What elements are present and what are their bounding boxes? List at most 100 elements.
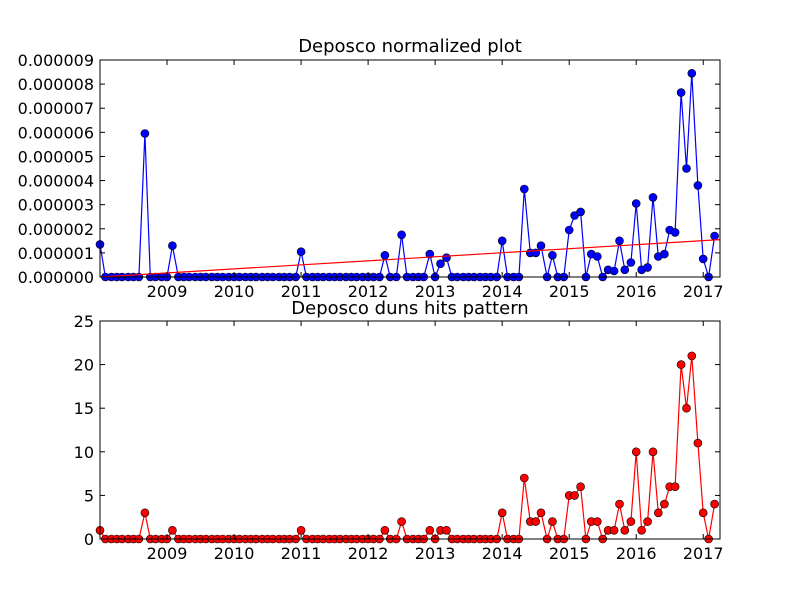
normalized-x-tick-label-0: 2009 <box>147 282 188 301</box>
duns-hits-x-tick-label-3: 2012 <box>348 544 389 563</box>
normalized-point-101 <box>660 249 669 259</box>
duns-hits-y-tick-label-0: 0 <box>84 530 94 549</box>
duns-hits-point-101 <box>660 499 669 509</box>
normalized-point-84 <box>564 225 574 235</box>
normalized-plot: 0.000000 0.000001 0.000002 0.000003 0.000004… <box>18 36 724 301</box>
normalized-point-13 <box>168 241 177 250</box>
normalized-y-tick-label-8: 0.000008 <box>18 75 94 94</box>
normalized-y-tick-label-5: 0.000005 <box>18 147 94 166</box>
normalized-point-98 <box>643 263 652 272</box>
normalized-y-tick-label-9: 0.000009 <box>18 51 94 70</box>
duns-hits-point-51 <box>380 525 390 535</box>
duns-hits-point-95 <box>626 517 636 526</box>
normalized-point-8 <box>140 129 150 138</box>
normalized-point-105 <box>682 164 691 173</box>
duns-hits-point-76 <box>519 473 529 483</box>
duns-hits-point-106 <box>687 351 697 361</box>
duns-hits-y-tick-label-2: 10 <box>74 443 94 462</box>
duns-hits-point-36 <box>296 525 306 535</box>
duns-hits-point-100 <box>653 508 663 518</box>
normalized-x-tick-label-2: 2011 <box>281 282 322 301</box>
duns-hits-point-81 <box>548 517 557 526</box>
normalized-point-104 <box>676 88 686 97</box>
duns-hits-x-tick-label-7: 2016 <box>616 544 657 563</box>
normalized-point-51 <box>380 251 390 260</box>
duns-hits-point-86 <box>576 482 585 492</box>
normalized-point-79 <box>536 241 546 250</box>
normalized-y-tick-label-2: 0.000002 <box>18 220 94 239</box>
normalized-x-tick-label-8: 2017 <box>683 282 724 301</box>
normalized-plot-title: Deposco normalized plot <box>298 36 522 57</box>
normalized-x-tick-label-6: 2015 <box>549 282 590 301</box>
normalized-point-62 <box>442 253 451 263</box>
normalized-point-86 <box>576 207 585 217</box>
duns-hits-series-line-0 <box>99 355 716 542</box>
normalized-point-59 <box>425 249 435 259</box>
duns-hits-point-8 <box>140 508 150 518</box>
normalized-x-tick-label-4: 2013 <box>415 282 456 301</box>
duns-hits-point-59 <box>425 525 435 535</box>
normalized-point-93 <box>615 236 624 246</box>
duns-hits-x-tick-label-1: 2010 <box>214 544 255 563</box>
duns-hits-x-tick-label-8: 2017 <box>683 544 724 563</box>
duns-hits-x-tick-label-5: 2014 <box>482 544 523 563</box>
duns-hits-point-94 <box>620 525 630 535</box>
duns-hits-point-110 <box>710 499 719 509</box>
duns-hits-x-tick-label-6: 2015 <box>549 544 590 563</box>
duns-hits-point-108 <box>698 508 708 518</box>
normalized-point-76 <box>519 184 529 194</box>
normalized-point-81 <box>548 251 557 260</box>
duns-hits-axes-frame <box>99 320 721 540</box>
normalized-point-61 <box>436 259 445 269</box>
normalized-point-95 <box>626 258 636 267</box>
normalized-y-tick-label-7: 0.000007 <box>18 99 94 118</box>
normalized-series-line-0 <box>99 73 716 279</box>
normalized-point-36 <box>296 247 306 256</box>
duns-hits-y-tick-label-1: 5 <box>84 486 94 505</box>
normalized-point-94 <box>620 265 630 275</box>
duns-hits-point-96 <box>631 447 641 457</box>
normalized-axes-frame <box>99 59 721 278</box>
normalized-point-72 <box>497 236 507 246</box>
normalized-point-103 <box>670 228 680 237</box>
duns-hits-point-99 <box>648 447 658 457</box>
duns-hits-point-104 <box>676 360 686 369</box>
duns-hits-point-103 <box>670 482 680 492</box>
duns-hits-y-tick-label-3: 15 <box>74 399 94 418</box>
normalized-y-tick-label-1: 0.000001 <box>18 244 94 263</box>
duns-hits-y-tick-label-5: 25 <box>74 312 94 331</box>
duns-hits-point-85 <box>570 491 579 500</box>
duns-hits-x-tick-label-0: 2009 <box>147 544 188 563</box>
normalized-point-96 <box>631 199 641 208</box>
duns-hits-point-93 <box>615 499 624 509</box>
normalized-y-tick-label-6: 0.000006 <box>18 123 94 142</box>
duns-hits-point-72 <box>497 508 507 518</box>
duns-hits-point-92 <box>609 525 619 535</box>
normalized-point-110 <box>710 231 719 241</box>
duns-hits-plot: 0 5 10 15 20 25 2009 2010 2011 2012 2013 2014 2015 20… <box>74 298 724 563</box>
normalized-point-106 <box>687 69 697 78</box>
normalized-x-tick-label-3: 2012 <box>348 282 389 301</box>
duns-hits-point-79 <box>536 508 546 518</box>
normalized-y-tick-label-0: 0.000000 <box>18 268 94 287</box>
duns-hits-point-89 <box>592 517 602 526</box>
normalized-point-92 <box>609 266 619 276</box>
normalized-point-99 <box>648 193 658 202</box>
normalized-y-tick-label-4: 0.000004 <box>18 172 94 191</box>
duns-hits-y-tick-label-4: 20 <box>74 356 94 375</box>
duns-hits-point-105 <box>682 403 691 413</box>
normalized-x-tick-label-1: 2010 <box>214 282 255 301</box>
duns-hits-point-97 <box>637 525 646 535</box>
normalized-x-tick-label-7: 2016 <box>616 282 657 301</box>
duns-hits-point-54 <box>397 517 406 526</box>
normalized-point-107 <box>693 181 703 190</box>
normalized-point-108 <box>698 254 708 264</box>
duns-hits-x-tick-label-2: 2011 <box>281 544 322 563</box>
duns-hits-plot-title: Deposco duns hits pattern <box>291 298 528 319</box>
duns-hits-point-98 <box>643 517 652 526</box>
duns-hits-x-tick-label-4: 2013 <box>415 544 456 563</box>
duns-hits-point-78 <box>531 517 541 526</box>
normalized-point-89 <box>592 252 602 261</box>
duns-hits-point-13 <box>168 525 177 535</box>
normalized-series-line-1 <box>99 239 721 278</box>
